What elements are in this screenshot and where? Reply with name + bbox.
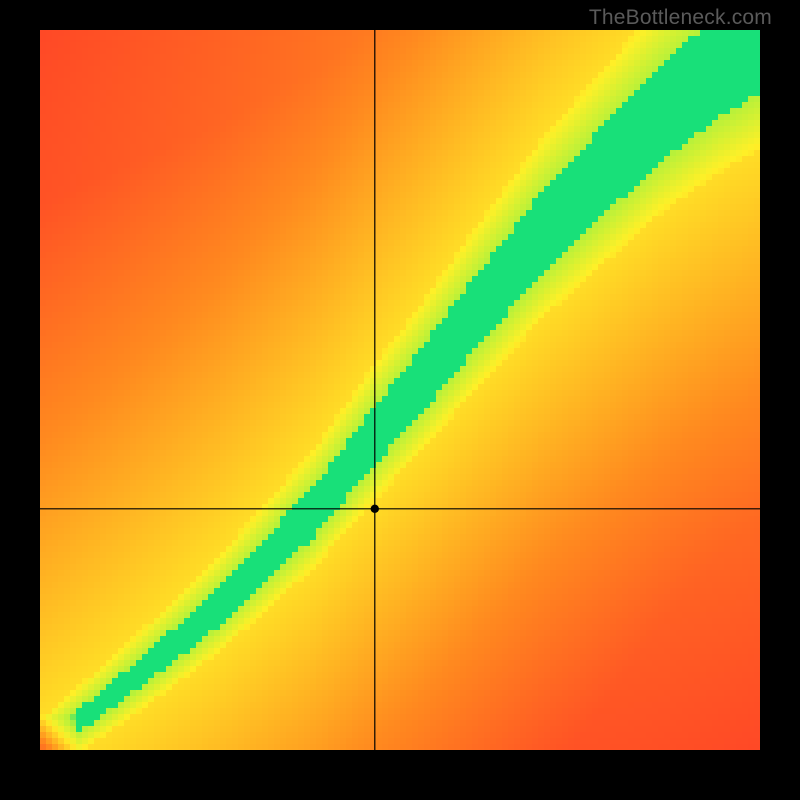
heatmap-plot bbox=[40, 30, 760, 750]
watermark: TheBottleneck.com bbox=[589, 6, 772, 30]
heatmap-canvas bbox=[40, 30, 760, 750]
